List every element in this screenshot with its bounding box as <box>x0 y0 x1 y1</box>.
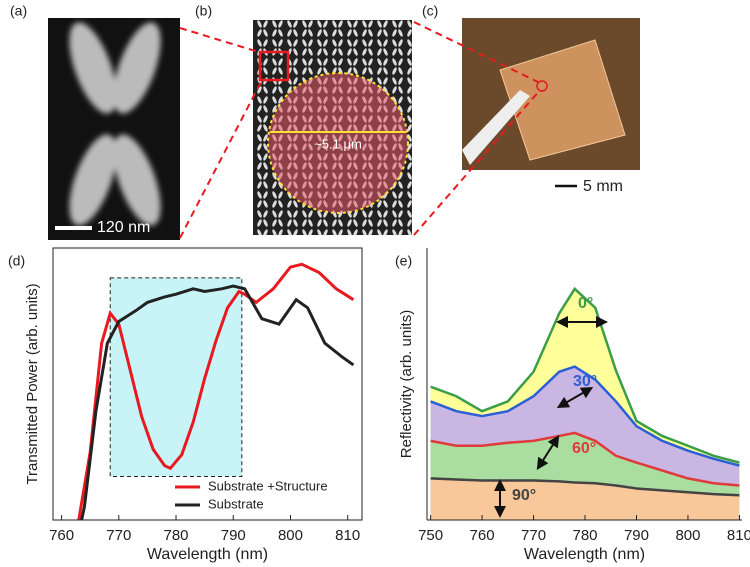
x-tick-label: 810 <box>335 527 360 544</box>
series-line <box>430 431 740 487</box>
x-tick-label: 800 <box>675 527 700 544</box>
series-line <box>430 477 740 497</box>
x-tick-label: 770 <box>521 527 546 544</box>
series-fill <box>430 478 740 520</box>
series-line <box>80 284 355 520</box>
panel-label: (c) <box>422 3 438 19</box>
series-line <box>77 262 355 520</box>
panel-label: (a) <box>10 3 27 19</box>
x-axis-label: Wavelength (nm) <box>524 546 645 563</box>
x-tick-label: 800 <box>278 527 303 544</box>
x-tick-label: 780 <box>572 527 597 544</box>
angle-label: 0° <box>578 295 593 312</box>
sample <box>499 39 626 161</box>
scale-label: 120 nm <box>97 219 150 236</box>
legend-label: Substrate +Structure <box>208 478 328 493</box>
x-tick-label: 760 <box>470 527 495 544</box>
tweezer <box>462 90 530 165</box>
marker <box>536 80 548 92</box>
scale-label: ~5.1 μm <box>314 136 362 151</box>
angle-label: 30° <box>573 373 597 390</box>
x-tick-label: 790 <box>624 527 649 544</box>
panel-label: (e) <box>395 253 412 269</box>
angle-label: 60° <box>572 440 596 457</box>
y-axis-label: Reflectivity (arb. units) <box>398 310 415 458</box>
x-tick-label: 810 <box>727 527 750 544</box>
nanostructure <box>69 22 161 226</box>
x-tick-label: 770 <box>106 527 131 544</box>
angle-label: 90° <box>512 487 536 504</box>
x-tick-label: 750 <box>418 527 443 544</box>
series-line <box>430 365 740 467</box>
highlight-box <box>109 277 243 477</box>
array-image <box>253 20 412 235</box>
axes-frame <box>52 247 363 521</box>
series-line <box>430 286 740 464</box>
scale-label: 5 mm <box>583 178 623 195</box>
polarization-arrow <box>536 434 560 471</box>
x-tick-label: 760 <box>49 527 74 544</box>
panel-label: (d) <box>8 253 25 269</box>
zoom-box <box>258 50 290 82</box>
x-axis-label: Wavelength (nm) <box>147 546 268 563</box>
zoom-lines <box>179 21 541 239</box>
x-tick-label: 790 <box>221 527 246 544</box>
x-tick-label: 780 <box>164 527 189 544</box>
legend-label: Substrate <box>208 496 264 511</box>
panel-label: (b) <box>195 3 212 19</box>
y-axis-label: Transmitted Power (arb. units) <box>24 283 41 484</box>
polarization-arrow <box>556 387 594 408</box>
